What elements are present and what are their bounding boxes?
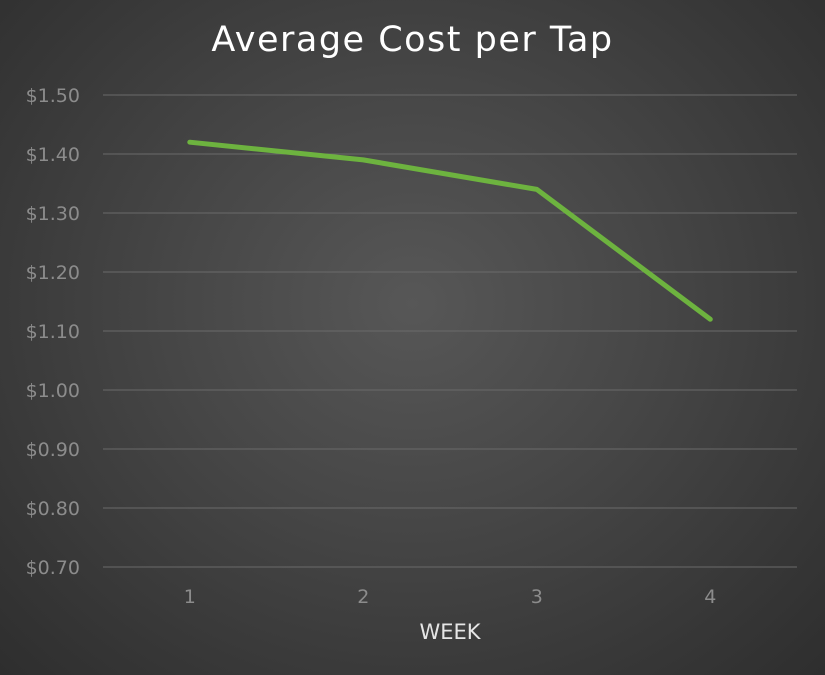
x-tick-label: 2 [357,586,369,608]
x-tick-label: 3 [531,586,543,608]
x-tick-label: 4 [704,586,716,608]
y-tick-label: $1.20 [26,262,80,284]
y-tick-label: $0.70 [26,557,80,579]
y-tick-label: $1.00 [26,380,80,402]
x-axis-tick-labels: 1 2 3 4 [184,586,717,608]
y-tick-label: $1.30 [26,203,80,225]
y-tick-label: $0.80 [26,498,80,520]
x-tick-label: 1 [184,586,196,608]
y-tick-label: $0.90 [26,439,80,461]
chart-title: Average Cost per Tap [211,20,614,60]
y-tick-label: $1.40 [26,144,80,166]
x-axis-title: WEEK [419,620,481,644]
series-line [187,139,713,322]
gridlines [103,94,797,568]
series-layer [187,139,713,322]
y-axis-tick-labels: $1.50 $1.40 $1.30 $1.20 $1.10 $1.00 $0.90 $0.80… [26,85,80,579]
y-tick-label: $1.10 [26,321,80,343]
y-tick-label: $1.50 [26,85,80,107]
